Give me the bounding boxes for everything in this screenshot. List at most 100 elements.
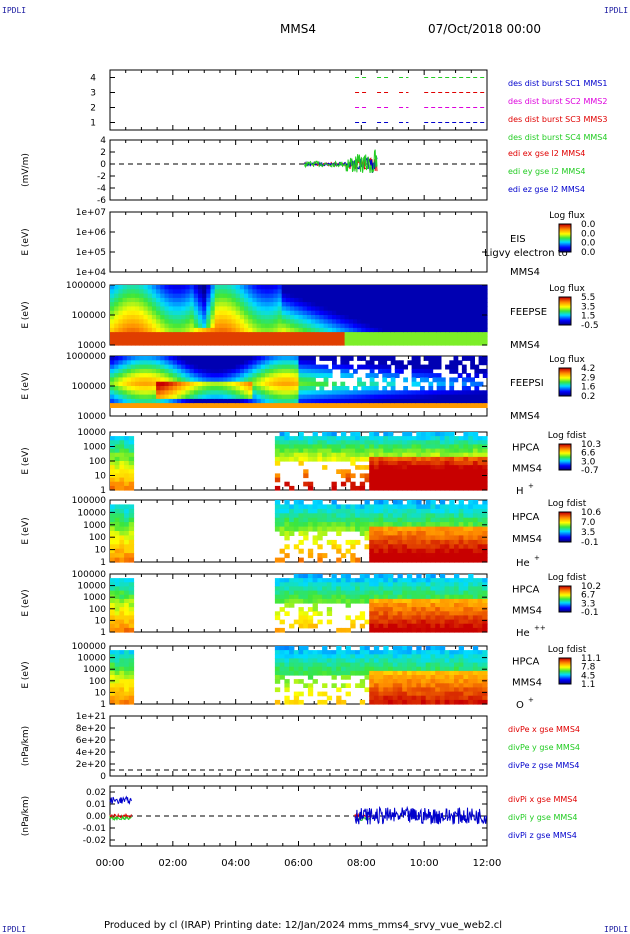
spectrogram-cell — [474, 373, 480, 378]
spectrogram-cell — [383, 594, 389, 600]
spectrogram-cell — [114, 679, 120, 684]
spectrogram-cell — [439, 611, 446, 616]
colorbar-frame — [558, 443, 572, 471]
spectrogram-cell — [298, 670, 304, 676]
spectrogram-cell — [411, 306, 417, 312]
spectrogram-cell — [463, 504, 469, 510]
spectrogram-cell — [293, 513, 300, 519]
spectrogram-cell — [281, 381, 287, 387]
spectrogram-cell — [315, 285, 321, 290]
spectrogram-cell — [340, 699, 347, 705]
spectrogram-cell — [114, 285, 119, 290]
spectrogram-cell — [128, 607, 135, 612]
spectrogram-cell — [406, 508, 413, 514]
spectrogram-cell — [336, 452, 342, 458]
spectrogram-cell — [147, 319, 153, 325]
spectrogram-cell — [340, 398, 346, 404]
spectrogram-cell — [472, 526, 479, 532]
spectrogram-cell — [289, 485, 295, 491]
spectrogram-cell — [110, 687, 116, 693]
spectrogram-cell — [302, 386, 308, 391]
spectrogram-cell — [298, 666, 304, 672]
spectrogram-cell — [439, 578, 446, 583]
spectrogram-cell — [298, 578, 304, 583]
spectrogram-cell — [206, 297, 212, 303]
spectrogram-cell — [421, 586, 427, 592]
spectrogram-cell — [147, 356, 153, 361]
spectrogram-cell — [357, 364, 362, 370]
spectrogram-cell — [394, 315, 400, 320]
spectrogram-cell — [274, 517, 281, 523]
spectrogram-cell — [151, 310, 157, 316]
spectrogram-cell — [303, 452, 309, 458]
spectrogram-cell — [449, 623, 455, 629]
spectrogram-cell — [482, 456, 488, 462]
spectrogram-cell — [470, 293, 475, 299]
spectrogram-cell — [274, 513, 281, 519]
spectrogram-cell — [302, 302, 308, 307]
spectrogram-cell — [284, 586, 290, 592]
spectrogram-cell — [454, 582, 460, 587]
spectrogram-cell — [312, 603, 318, 608]
spectrogram-cell — [273, 394, 279, 400]
spectrogram-cell — [365, 302, 371, 307]
spectrogram-cell — [303, 508, 309, 514]
spectrogram-cell — [279, 508, 285, 514]
spectrogram-cell — [402, 548, 408, 554]
spectrogram-cell — [463, 594, 469, 600]
spectrogram-cell — [383, 481, 389, 487]
spectrogram-cell — [416, 539, 422, 545]
spectrogram-cell — [244, 356, 249, 361]
spectrogram-cell — [345, 522, 351, 528]
spectrogram-cell — [290, 390, 295, 396]
spectrogram-cell — [298, 386, 304, 391]
spectrogram-cell — [289, 590, 295, 596]
spectrogram-cell — [281, 360, 287, 366]
spectrogram-cell — [181, 297, 186, 303]
spectrogram-cell — [392, 544, 399, 550]
spectrogram-cell — [168, 340, 174, 346]
spectrogram-cell — [122, 394, 128, 400]
spectrogram-cell — [181, 381, 186, 387]
spectrogram-cell — [344, 293, 350, 299]
spectrogram-cell — [327, 293, 333, 299]
spectrogram-cell — [361, 289, 367, 295]
spectrogram-cell — [231, 377, 237, 383]
spectrogram-cell — [378, 594, 384, 600]
spectrogram-cell — [369, 297, 375, 303]
spectrogram-cell — [235, 340, 241, 346]
spectrogram-cell — [421, 485, 427, 491]
spectrogram-cell — [307, 548, 314, 554]
spectrogram-cell — [181, 336, 186, 342]
spectrogram-cell — [198, 327, 203, 333]
spectrogram-cell — [353, 310, 358, 316]
spectrogram-cell — [369, 539, 375, 545]
spectrogram-cell — [468, 473, 474, 479]
spectrogram-cell — [177, 293, 182, 299]
spectrogram-cell — [378, 517, 384, 523]
spectrogram-cell — [472, 517, 479, 523]
spectrogram-cell — [365, 323, 371, 329]
spectrogram-cell — [461, 394, 467, 400]
spectrogram-cell — [189, 323, 195, 329]
spectrogram-cell — [458, 594, 464, 600]
spectrogram-cell — [466, 390, 471, 396]
spectrogram-cell — [177, 377, 182, 383]
spectrogram-cell — [430, 477, 436, 483]
spectrogram-cell — [135, 289, 140, 295]
spectrogram-cell — [350, 522, 356, 528]
spectrogram-cell — [130, 297, 136, 303]
spectrogram-cell — [482, 557, 488, 563]
spectrogram-cell — [435, 607, 441, 612]
spectrogram-cell — [440, 386, 446, 391]
spectrogram-cell — [411, 557, 417, 563]
spectrogram-cell — [206, 381, 212, 387]
spectrogram-cell — [373, 590, 380, 596]
spectrogram-cell — [435, 504, 441, 510]
spectrogram-cell — [416, 598, 422, 604]
colorbar-swatch — [559, 530, 571, 532]
spectrogram-cell — [482, 448, 488, 454]
spectrogram-cell — [252, 315, 258, 320]
spectrogram-cell — [361, 390, 367, 396]
spectrogram-cell — [260, 368, 266, 374]
